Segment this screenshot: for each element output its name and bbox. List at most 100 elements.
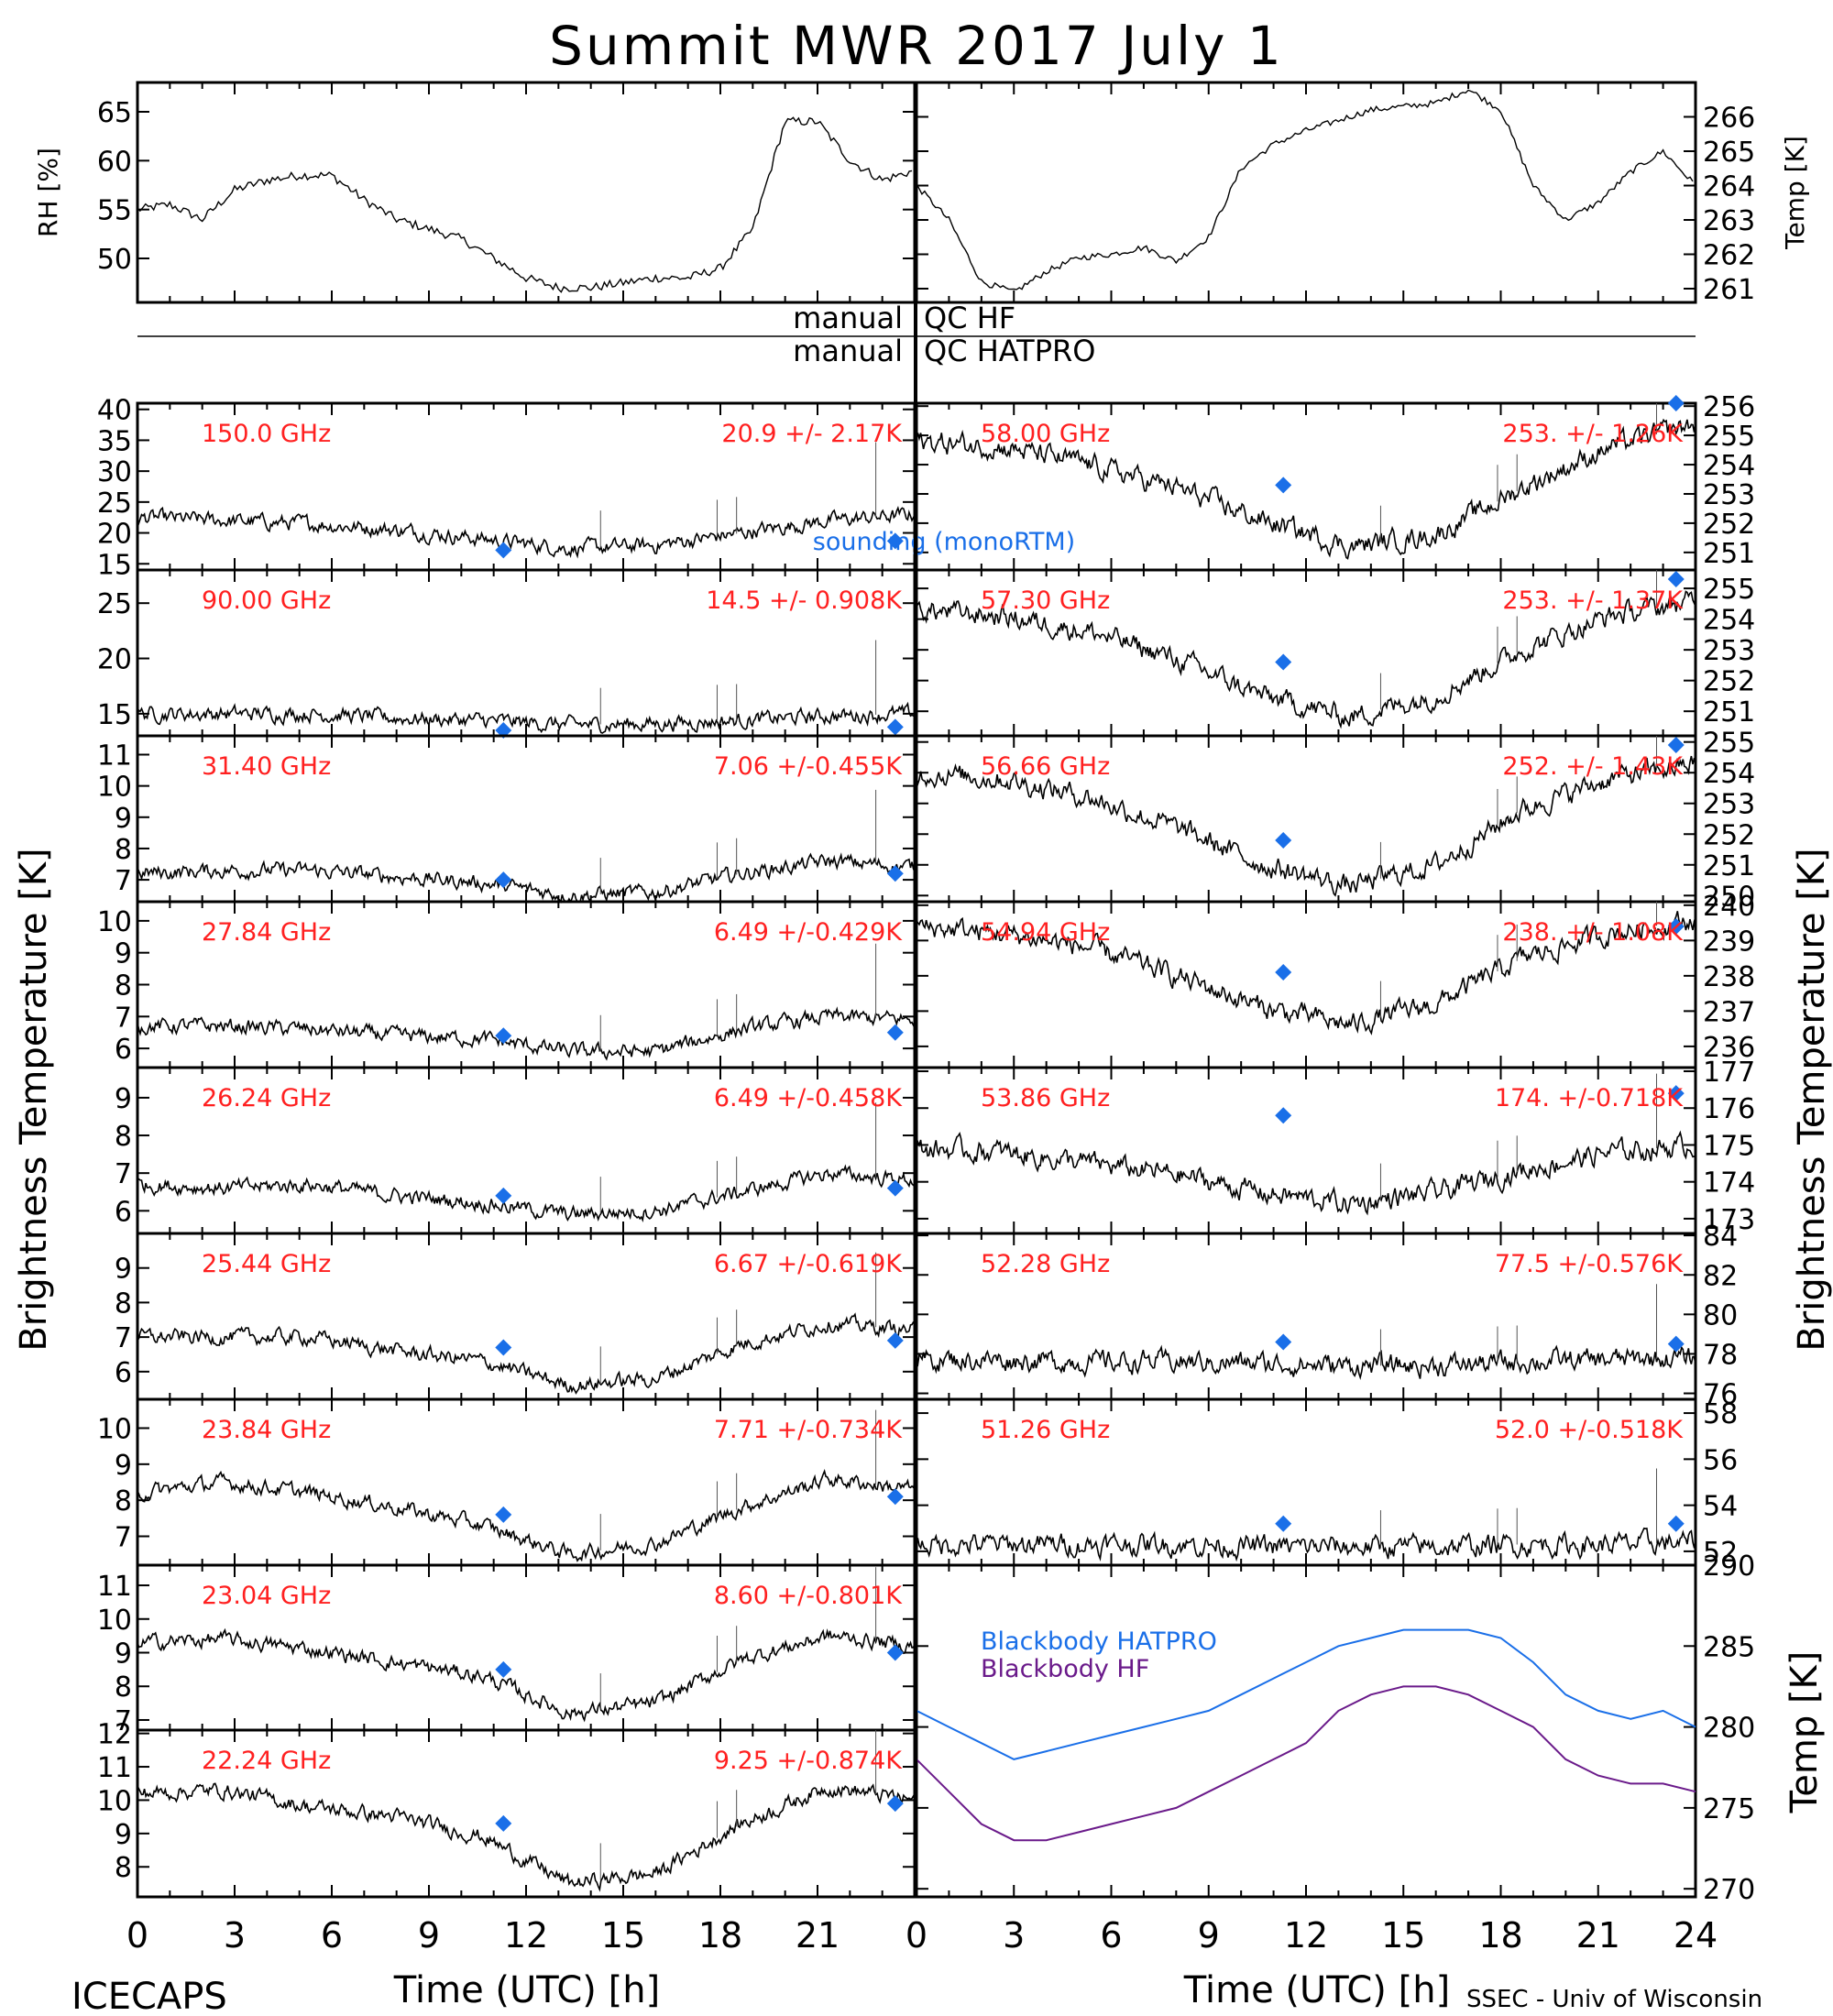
data-series-f5800 — [916, 418, 1696, 560]
y-tick-label: 82 — [1703, 1260, 1738, 1292]
sounding-point — [886, 1179, 904, 1197]
data-series-f5126 — [916, 1527, 1696, 1562]
sounding-point — [1275, 831, 1292, 849]
y-tick-label: 175 — [1703, 1130, 1755, 1162]
sounding-legend: sounding (monoRTM) — [813, 528, 1075, 556]
data-series-f150 — [137, 505, 916, 559]
y-tick-label: 9 — [115, 1083, 132, 1115]
y-tick-label: 263 — [1703, 205, 1755, 237]
stats-label: 7.06 +/-0.455K — [714, 752, 903, 781]
freq-label: 52.28 GHz — [981, 1250, 1110, 1278]
y-tick-label: 58 — [1703, 1398, 1738, 1430]
y-tick-label: 252 — [1703, 666, 1755, 698]
right-axis-label: Brightness Temperature [K] — [1791, 848, 1833, 1351]
freq-label: 53.86 GHz — [981, 1084, 1110, 1112]
sounding-point — [886, 718, 904, 736]
data-series-f5730 — [916, 590, 1696, 729]
freq-label: 22.24 GHz — [202, 1747, 331, 1775]
sounding-point — [1275, 477, 1292, 494]
x-tick-label: 24 — [1674, 1915, 1718, 1956]
sounding-point — [495, 871, 512, 889]
y-tick-label: 174 — [1703, 1167, 1755, 1200]
y-tick-label: 9 — [115, 1819, 132, 1851]
y-tick-label: 8 — [115, 834, 132, 866]
sounding-point — [495, 1339, 512, 1356]
sounding-point — [1667, 571, 1685, 588]
y-tick-label: 254 — [1703, 758, 1755, 790]
data-series-f90 — [137, 701, 916, 734]
data-series-f2784 — [137, 1006, 916, 1061]
data-series-f3140 — [137, 852, 916, 904]
sounding-point — [1667, 1085, 1685, 1102]
x-tick-label: 0 — [906, 1915, 927, 1956]
sounding-point — [886, 865, 904, 882]
sounding-point — [1667, 737, 1685, 754]
xlabel-left: Time (UTC) [h] — [393, 1969, 660, 2011]
data-series-f2304 — [137, 1627, 916, 1723]
y-tick-label: 11 — [97, 740, 132, 772]
stats-label: 6.67 +/-0.619K — [714, 1250, 903, 1278]
stats-label: 9.25 +/-0.874K — [714, 1747, 903, 1775]
panel-f5126: 52 54 56 58 51.26 GHz 52.0 +/-0.518K — [915, 1397, 1738, 1569]
y-tick-label: 6 — [115, 1034, 132, 1066]
y-tick-label: 255 — [1703, 574, 1755, 606]
y-tick-label: 35 — [97, 425, 132, 457]
x-tick-label: 6 — [1100, 1915, 1122, 1956]
sounding-point — [495, 1660, 512, 1678]
qc-row2-left: manual — [793, 334, 903, 368]
x-tick-label: 18 — [1478, 1915, 1522, 1956]
freq-label: 54.94 GHz — [981, 918, 1110, 947]
y-tick-label: 8 — [115, 1121, 132, 1153]
y-tick-label: 7 — [115, 1322, 132, 1354]
rh-series — [137, 116, 913, 293]
y-tick-label: 11 — [97, 1571, 132, 1603]
sounding-point — [886, 1795, 904, 1813]
data-series-f5386 — [916, 1130, 1696, 1216]
panel-f90: 15 20 25 90.00 GHz 14.5 +/- 0.908K — [97, 568, 916, 739]
y-tick-label: 10 — [97, 1413, 132, 1445]
y-tick-label: 261 — [1703, 274, 1755, 306]
y-tick-label: 252 — [1703, 819, 1755, 851]
stats-label: 6.49 +/-0.429K — [714, 918, 903, 947]
stats-label: 52.0 +/-0.518K — [1495, 1416, 1684, 1444]
y-tick-label: 256 — [1703, 391, 1755, 423]
y-tick-label: 253 — [1703, 789, 1755, 821]
freq-label: 58.00 GHz — [981, 420, 1110, 448]
x-tick-label: 12 — [504, 1915, 548, 1956]
y-tick-label: 10 — [97, 1785, 132, 1817]
blackbody-series-1 — [916, 1685, 1696, 1842]
y-tick-label: 176 — [1703, 1093, 1755, 1125]
sounding-point — [1667, 1515, 1685, 1532]
panel-f2624: 6 7 8 9 26.24 GHz 6.49 +/-0.458K — [115, 1066, 916, 1235]
y-tick-label: 239 — [1703, 926, 1755, 958]
freq-label: 23.84 GHz — [202, 1416, 331, 1444]
panel-frame — [915, 1563, 1697, 1899]
y-tick-label: 7 — [115, 1522, 132, 1554]
sounding-point — [495, 1814, 512, 1832]
legend-hf: Blackbody HF — [981, 1655, 1149, 1683]
y-tick-label: 8 — [115, 1287, 132, 1320]
y-tick-label: 7 — [115, 865, 132, 897]
y-tick-label: 275 — [1703, 1793, 1755, 1825]
y-tick-label: 8 — [115, 1485, 132, 1517]
x-tick-label: 0 — [126, 1915, 148, 1956]
freq-label: 25.44 GHz — [202, 1250, 331, 1278]
data-series-f2224 — [137, 1782, 916, 1892]
y-tick-label: 173 — [1703, 1204, 1755, 1236]
y-tick-label: 76 — [1703, 1379, 1738, 1411]
sounding-point — [495, 721, 512, 739]
y-tick-label: 54 — [1703, 1491, 1738, 1523]
y-tick-label: 9 — [115, 1450, 132, 1482]
rh-ylabel: RH [%] — [33, 148, 63, 237]
sounding-point — [886, 1488, 904, 1506]
x-tick-label: 9 — [418, 1915, 440, 1956]
y-tick-label: 20 — [97, 519, 132, 551]
y-tick-label: 237 — [1703, 996, 1755, 1028]
qc-row1-right: QC HF — [924, 301, 1015, 335]
stats-label: 253. +/- 1.37K — [1502, 586, 1684, 615]
